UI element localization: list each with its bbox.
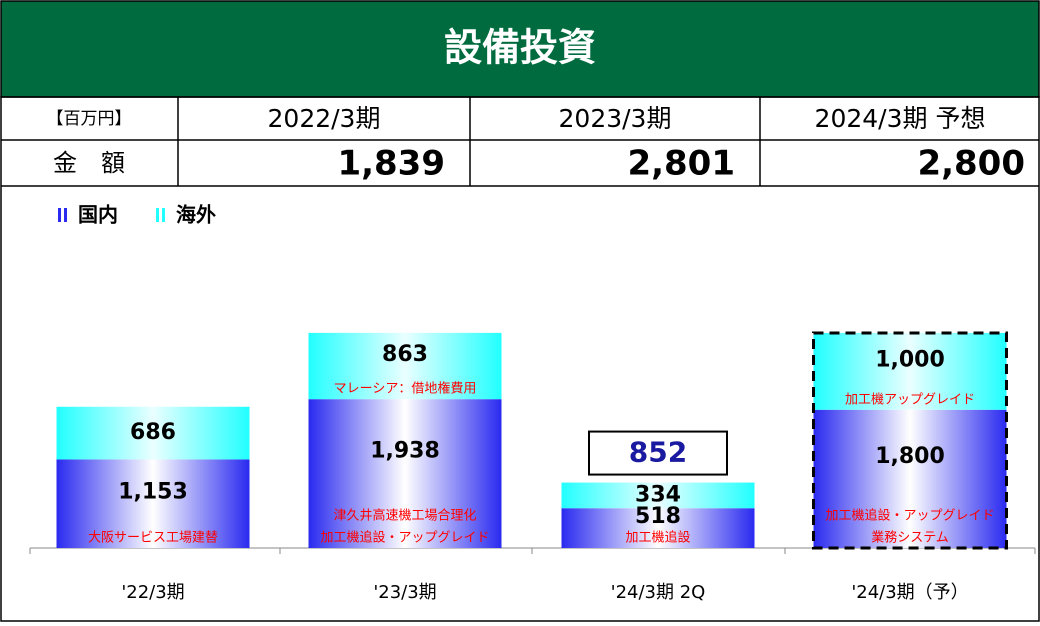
legend-swatch xyxy=(64,208,67,222)
x-tick-label: '23/3期 xyxy=(373,582,436,603)
value-label: 1,000 xyxy=(875,347,945,372)
value-label: 1,153 xyxy=(118,480,188,505)
total-label: 852 xyxy=(629,436,687,469)
legend-swatch xyxy=(58,208,61,222)
annotation: 大阪サービス工場建替 xyxy=(88,531,218,546)
bar-segment xyxy=(813,409,1007,548)
x-tick-label: '22/3期 xyxy=(121,582,184,603)
annotation: 加工機アップグレイド xyxy=(845,392,975,407)
value-label: 863 xyxy=(382,342,428,367)
forecast-frame xyxy=(812,331,1008,550)
bar-segment xyxy=(561,508,755,548)
period: 2024/3期 予想 xyxy=(815,104,986,133)
value-label: 334 xyxy=(635,482,681,507)
bar-segment xyxy=(308,399,502,548)
value-label: 518 xyxy=(635,504,681,529)
annotation: 加工機追設・アップグレイド xyxy=(320,530,489,546)
annotation: 加工機追設・アップグレイド xyxy=(825,508,994,524)
bar-segment xyxy=(813,332,1007,410)
annotation: マレーシア：借地権費用 xyxy=(334,381,477,397)
row-label: 金 額 xyxy=(53,149,125,177)
bar-segment xyxy=(308,332,502,400)
bar-segment xyxy=(561,482,755,509)
value-label: 686 xyxy=(130,420,176,445)
period: 2022/3期 xyxy=(268,104,381,133)
amount: 1,839 xyxy=(337,144,445,184)
value-label: 1,800 xyxy=(875,444,945,469)
x-tick-label: '24/3期（予） xyxy=(851,582,968,603)
value-label: 1,938 xyxy=(370,439,440,464)
period: 2023/3期 xyxy=(559,104,672,133)
bar-segment xyxy=(56,459,250,548)
annotation: 津久井高速機工場合理化 xyxy=(333,508,476,524)
total-box xyxy=(588,430,728,476)
annotation: 業務システム xyxy=(871,530,949,546)
title: 設備投資 xyxy=(444,26,596,70)
x-tick-label: '24/3期 2Q xyxy=(611,582,706,603)
legend-swatch xyxy=(162,208,165,222)
bar-segment xyxy=(56,406,250,460)
amount: 2,800 xyxy=(917,144,1025,184)
legend-label: 海外 xyxy=(176,203,216,227)
annotation: 加工機追設 xyxy=(625,530,690,546)
title-bar xyxy=(0,0,1040,98)
amount: 2,801 xyxy=(627,144,735,184)
legend-label: 国内 xyxy=(78,203,118,227)
unit: 【百万円】 xyxy=(47,109,132,129)
legend-swatch xyxy=(156,208,159,222)
table-grid xyxy=(0,96,1040,622)
